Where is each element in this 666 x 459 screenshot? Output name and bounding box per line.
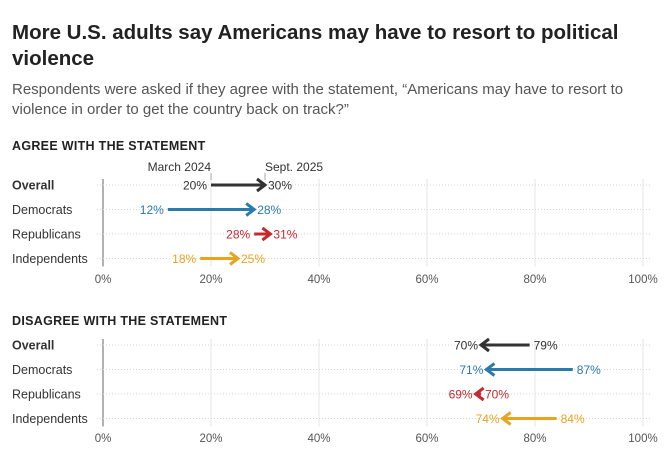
arrow-head-overall — [256, 177, 268, 193]
end-value-label: 25% — [241, 252, 265, 266]
chart-title: More U.S. adults say Americans may have … — [12, 21, 619, 70]
start-period-label: March 2024 — [148, 160, 212, 174]
end-value-label: 74% — [476, 412, 500, 426]
arrow-head-republicans — [473, 386, 485, 402]
arrow-head-republicans — [261, 226, 273, 242]
start-value-label: 87% — [577, 363, 601, 377]
x-tick-label: 60% — [415, 274, 438, 286]
row-label-overall: Overall — [12, 179, 54, 193]
row-label-democrats: Democrats — [12, 363, 72, 377]
x-tick-label: 40% — [307, 274, 330, 286]
x-tick-label: 80% — [523, 433, 546, 445]
end-value-label: 70% — [454, 339, 478, 353]
start-value-label: 18% — [172, 252, 196, 266]
arrow-head-democrats — [483, 362, 496, 377]
end-period-label: Sept. 2025 — [265, 160, 323, 174]
arrow-head-overall — [478, 337, 490, 353]
x-tick-label: 40% — [307, 433, 330, 445]
start-value-label: 79% — [534, 339, 558, 353]
row-label-overall: Overall — [12, 339, 54, 353]
end-value-label: 69% — [449, 388, 473, 402]
x-tick-label: 20% — [199, 433, 222, 445]
start-value-label: 84% — [561, 412, 585, 426]
end-value-label: 28% — [257, 203, 281, 217]
section-title: AGREE WITH THE STATEMENT — [12, 139, 206, 153]
start-value-label: 20% — [183, 179, 207, 193]
x-tick-label: 20% — [199, 274, 222, 286]
row-label-democrats: Democrats — [12, 203, 72, 217]
end-value-label: 30% — [268, 179, 292, 193]
x-tick-label: 0% — [95, 433, 112, 445]
row-label-independents: Independents — [12, 252, 88, 266]
start-value-label: 28% — [226, 228, 250, 242]
row-label-independents: Independents — [12, 412, 88, 426]
x-tick-label: 80% — [523, 274, 546, 286]
end-value-label: 71% — [459, 363, 483, 377]
row-label-republicans: Republicans — [12, 388, 81, 402]
end-value-label: 31% — [273, 228, 297, 242]
arrow-head-independents — [500, 411, 512, 426]
start-value-label: 70% — [485, 388, 509, 402]
x-tick-label: 100% — [628, 274, 657, 286]
row-label-republicans: Republicans — [12, 228, 81, 242]
x-tick-label: 100% — [628, 433, 657, 445]
x-tick-label: 60% — [415, 433, 438, 445]
x-tick-label: 0% — [95, 274, 112, 286]
chart-subtitle: Respondents were asked if they agree wit… — [12, 81, 624, 118]
start-value-label: 12% — [140, 203, 164, 217]
arrow-head-independents — [229, 251, 241, 266]
arrow-head-democrats — [245, 202, 257, 217]
section-title: DISAGREE WITH THE STATEMENT — [12, 314, 227, 328]
